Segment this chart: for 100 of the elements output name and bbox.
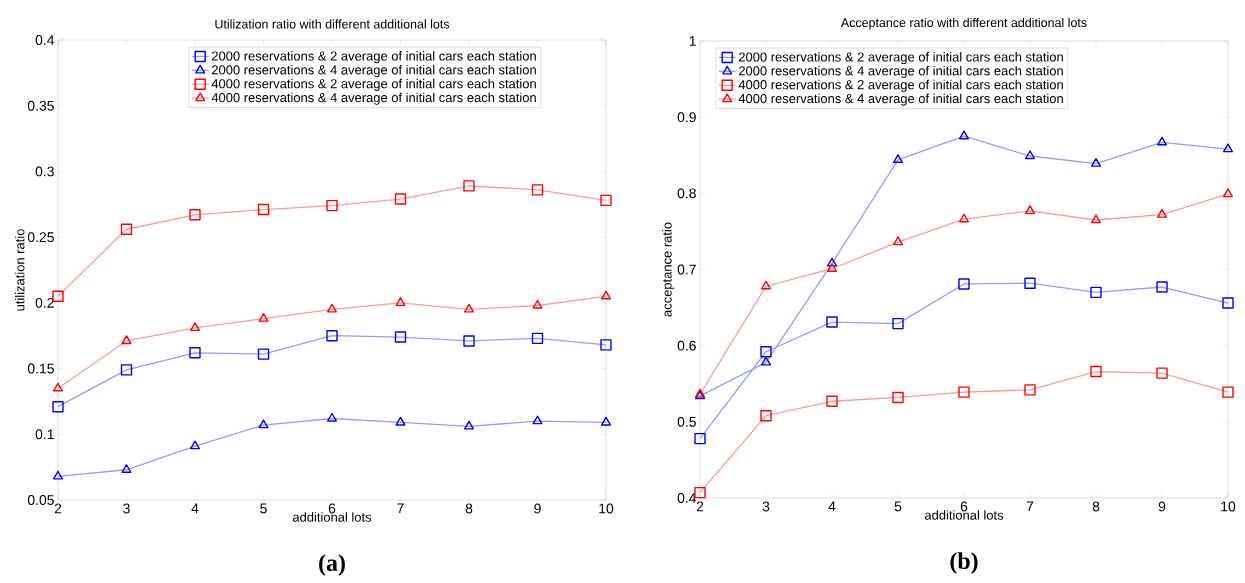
y-tick-label: 1 bbox=[689, 36, 696, 46]
point bbox=[694, 432, 706, 445]
text: (a) bbox=[319, 554, 345, 576]
x-tick-label: 8 bbox=[1092, 501, 1100, 512]
point bbox=[395, 297, 406, 307]
point bbox=[826, 395, 838, 407]
x-tick-label: 9 bbox=[534, 503, 541, 514]
point bbox=[892, 317, 904, 330]
point bbox=[189, 347, 201, 359]
point bbox=[394, 193, 407, 205]
point bbox=[52, 290, 64, 302]
legend-label: 2000 reservations & 4 average of initial cars each station bbox=[211, 64, 536, 78]
point bbox=[958, 386, 970, 398]
point bbox=[326, 303, 338, 313]
point bbox=[326, 412, 338, 422]
point bbox=[120, 223, 133, 235]
x-tick-label: 9 bbox=[1158, 501, 1166, 512]
y-axis-title: utilization ratio bbox=[14, 229, 25, 311]
point bbox=[326, 199, 338, 212]
y-tick-label: 0.4 bbox=[677, 493, 697, 503]
legend-label: 4000 reservations & 2 average of initial cars each station bbox=[738, 79, 1063, 92]
x-tick-label: 4 bbox=[191, 503, 199, 514]
legend-label: 2000 reservations & 4 average of initial cars each station bbox=[739, 65, 1063, 78]
point bbox=[892, 236, 904, 246]
point bbox=[600, 339, 612, 351]
y-tick-label: 0.15 bbox=[27, 363, 54, 374]
point bbox=[1156, 367, 1168, 379]
point bbox=[892, 391, 904, 404]
legend-label: 4000 reservations & 4 average of initial cars each station bbox=[211, 92, 536, 105]
point bbox=[1156, 281, 1168, 293]
x-tick-label: 6 bbox=[960, 501, 968, 512]
point bbox=[531, 184, 544, 196]
legend-label: 2000 reservations & 2 average of initial cars each station bbox=[211, 51, 536, 64]
point bbox=[1090, 365, 1102, 378]
point bbox=[760, 356, 772, 366]
point bbox=[121, 464, 132, 473]
point bbox=[257, 203, 270, 216]
y-tick-label: 0.2 bbox=[35, 297, 54, 308]
point bbox=[121, 335, 132, 345]
point bbox=[1222, 386, 1234, 398]
point bbox=[258, 419, 269, 429]
x-tick-label: 10 bbox=[1221, 501, 1236, 512]
x-tick-label: 7 bbox=[1026, 501, 1034, 512]
point bbox=[892, 154, 904, 164]
x-tick-label: 2 bbox=[696, 501, 704, 512]
point bbox=[257, 348, 270, 360]
chart-title: Acceptance ratio with different additional lots bbox=[840, 17, 1087, 30]
x-tick-label: 3 bbox=[762, 501, 770, 512]
x-tick-label: 7 bbox=[397, 503, 404, 514]
point bbox=[463, 335, 475, 347]
text: (b) bbox=[950, 552, 978, 574]
x-tick-label: 2 bbox=[54, 503, 62, 514]
point bbox=[258, 312, 269, 322]
point bbox=[958, 278, 970, 290]
x-tick-label: 3 bbox=[123, 503, 130, 514]
point bbox=[1090, 286, 1102, 299]
legend-label: 4000 reservations & 4 average of initial cars each station bbox=[738, 93, 1063, 106]
point bbox=[1156, 136, 1168, 146]
point bbox=[394, 331, 407, 343]
point bbox=[826, 263, 838, 272]
y-tick-label: 0.9 bbox=[677, 112, 696, 123]
point bbox=[760, 410, 772, 422]
point bbox=[395, 416, 406, 426]
point bbox=[826, 316, 838, 328]
y-tick-label: 0.3 bbox=[35, 166, 54, 177]
point bbox=[189, 209, 201, 221]
y-axis-title: acceptance ratio bbox=[662, 222, 675, 317]
y-tick-label: 0.05 bbox=[27, 495, 54, 505]
point bbox=[1090, 157, 1102, 167]
y-tick-label: 0.6 bbox=[677, 340, 696, 351]
x-tick-label: 5 bbox=[260, 503, 267, 514]
x-axis-title: additional lots bbox=[292, 512, 372, 522]
point bbox=[1090, 214, 1102, 224]
point bbox=[52, 400, 64, 413]
y-tick-label: 0.7 bbox=[677, 264, 696, 275]
point bbox=[52, 470, 64, 480]
point bbox=[600, 416, 612, 426]
legend-label: 4000 reservations & 2 average of initial cars each station bbox=[211, 78, 536, 91]
point bbox=[1222, 188, 1234, 198]
legend-label: 2000 reservations & 2 average of initial cars each station bbox=[739, 52, 1063, 65]
y-tick-label: 0.1 bbox=[35, 429, 54, 440]
point bbox=[189, 322, 201, 332]
x-tick-label: 8 bbox=[465, 503, 473, 514]
point bbox=[1222, 143, 1234, 153]
point bbox=[826, 257, 838, 267]
point bbox=[760, 346, 772, 358]
y-tick-label: 0.35 bbox=[27, 100, 54, 111]
chart-title: Utilization ratio with different additional lots bbox=[215, 19, 450, 29]
point bbox=[326, 330, 338, 342]
point bbox=[1222, 297, 1234, 309]
point bbox=[1156, 208, 1168, 218]
point bbox=[760, 280, 772, 290]
point bbox=[463, 420, 475, 430]
y-tick-label: 0.25 bbox=[27, 232, 54, 243]
point bbox=[189, 440, 201, 450]
point bbox=[600, 194, 612, 207]
point bbox=[532, 299, 543, 309]
point bbox=[600, 290, 612, 300]
point bbox=[463, 303, 475, 313]
x-tick-label: 4 bbox=[828, 501, 836, 512]
